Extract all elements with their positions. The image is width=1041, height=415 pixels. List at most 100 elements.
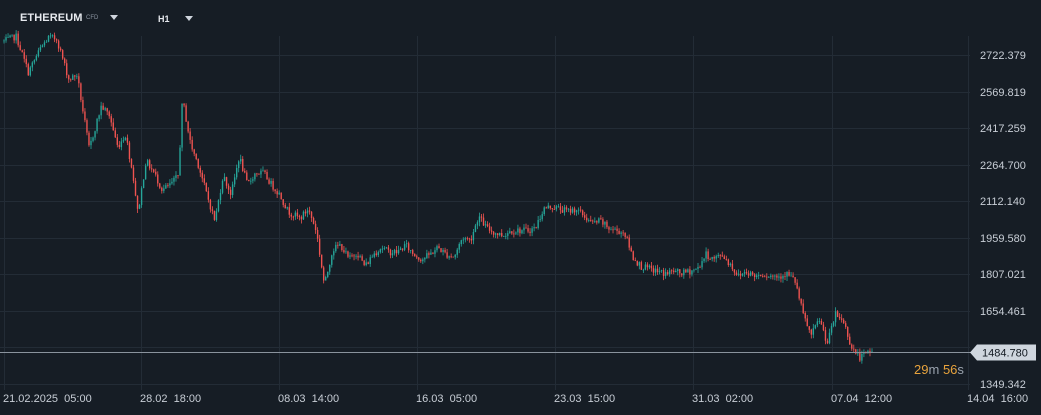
candle-body	[387, 247, 390, 250]
candle-body	[458, 244, 460, 250]
candle-body	[573, 208, 576, 213]
candle-body	[116, 137, 119, 145]
candle-body	[594, 221, 596, 222]
candle-body	[329, 265, 331, 272]
candle-body	[74, 75, 76, 77]
candle-body	[590, 220, 592, 221]
candle-body	[278, 192, 280, 195]
candle-body	[731, 263, 734, 270]
candle-body	[106, 108, 108, 112]
candle-body	[132, 167, 135, 181]
y-tick-label: 1349.342	[980, 379, 1026, 391]
candle-body	[648, 265, 651, 268]
candle-body	[252, 179, 254, 181]
candle-body	[361, 256, 363, 261]
candle-body	[626, 236, 628, 238]
candle-body	[778, 276, 780, 278]
candle-body	[525, 227, 527, 229]
candle-body	[535, 227, 537, 228]
timeframe-dropdown-icon[interactable]	[185, 16, 193, 21]
candle-body	[806, 318, 808, 327]
candle-body	[335, 244, 337, 252]
candle-body	[197, 159, 199, 168]
candle-body	[507, 233, 509, 236]
candle-body	[840, 318, 843, 320]
candle-body	[122, 140, 125, 142]
candle-body	[636, 260, 638, 266]
candle-body	[414, 253, 416, 257]
y-tick-label: 1807.021	[980, 269, 1026, 281]
candle-body	[693, 269, 695, 271]
time-axis: 21.02.2025 05:00 28.02 18:00 08.03 14:00 16…	[3, 393, 1028, 405]
candle-body	[557, 206, 560, 208]
candle-body	[17, 33, 19, 46]
candle-body	[333, 251, 335, 256]
candle-body	[215, 211, 218, 220]
candle-body	[199, 167, 201, 173]
candle-body	[786, 272, 788, 277]
candle-body	[310, 211, 313, 218]
candle-body	[681, 273, 683, 276]
candle-body	[666, 272, 669, 275]
candle-body	[571, 208, 574, 213]
candle-body	[175, 175, 177, 178]
candle-body	[118, 144, 121, 148]
candle-body	[298, 216, 301, 217]
candle-body	[812, 328, 815, 335]
candle-body	[488, 226, 491, 231]
candle-body	[624, 232, 626, 237]
candle-body	[598, 218, 600, 223]
candle-body	[527, 228, 529, 232]
candle-body	[148, 160, 151, 169]
candle-body	[509, 231, 511, 234]
candle-body	[246, 172, 248, 180]
candle-body	[749, 272, 752, 276]
candle-body	[189, 131, 191, 140]
candle-body	[836, 311, 839, 318]
candle-body	[339, 244, 341, 246]
candle-body	[853, 348, 855, 350]
candle-body	[409, 250, 412, 251]
symbol-dropdown-icon[interactable]	[110, 15, 118, 20]
candle-body	[183, 103, 185, 106]
candle-body	[205, 182, 208, 192]
candle-body	[294, 212, 297, 217]
candle-body	[711, 257, 713, 260]
candle-body	[371, 256, 373, 258]
candle-body	[39, 47, 42, 51]
candle-body	[51, 35, 54, 37]
candle-body	[784, 276, 786, 277]
timeframe-label[interactable]: H1	[158, 14, 170, 24]
candle-body	[695, 268, 697, 270]
candle-body	[727, 259, 730, 265]
candle-body	[383, 248, 386, 249]
symbol-label[interactable]: ETHEREUM	[20, 12, 83, 24]
candle-body	[551, 208, 554, 209]
candle-body	[725, 259, 728, 260]
candle-body	[677, 269, 679, 271]
candle-body	[161, 187, 163, 191]
candle-body	[399, 248, 402, 250]
candle-body	[501, 233, 503, 237]
candle-body	[351, 255, 353, 257]
candle-body	[642, 269, 645, 271]
candle-body	[822, 324, 825, 331]
candle-body	[88, 132, 90, 146]
candle-body	[462, 239, 464, 241]
candle-body	[788, 272, 790, 276]
candle-body	[632, 251, 634, 260]
candle-body	[606, 221, 608, 228]
candle-body	[555, 206, 558, 210]
candle-body	[84, 111, 86, 121]
candle-body	[832, 322, 835, 326]
candle-body	[159, 183, 161, 188]
candle-body	[847, 327, 849, 337]
candle-body	[480, 216, 483, 218]
candle-body	[82, 100, 84, 112]
candle-body	[521, 230, 523, 234]
candle-body	[634, 260, 636, 261]
candle-body	[412, 250, 414, 254]
candle-body	[130, 159, 133, 168]
candle-body	[405, 243, 408, 245]
